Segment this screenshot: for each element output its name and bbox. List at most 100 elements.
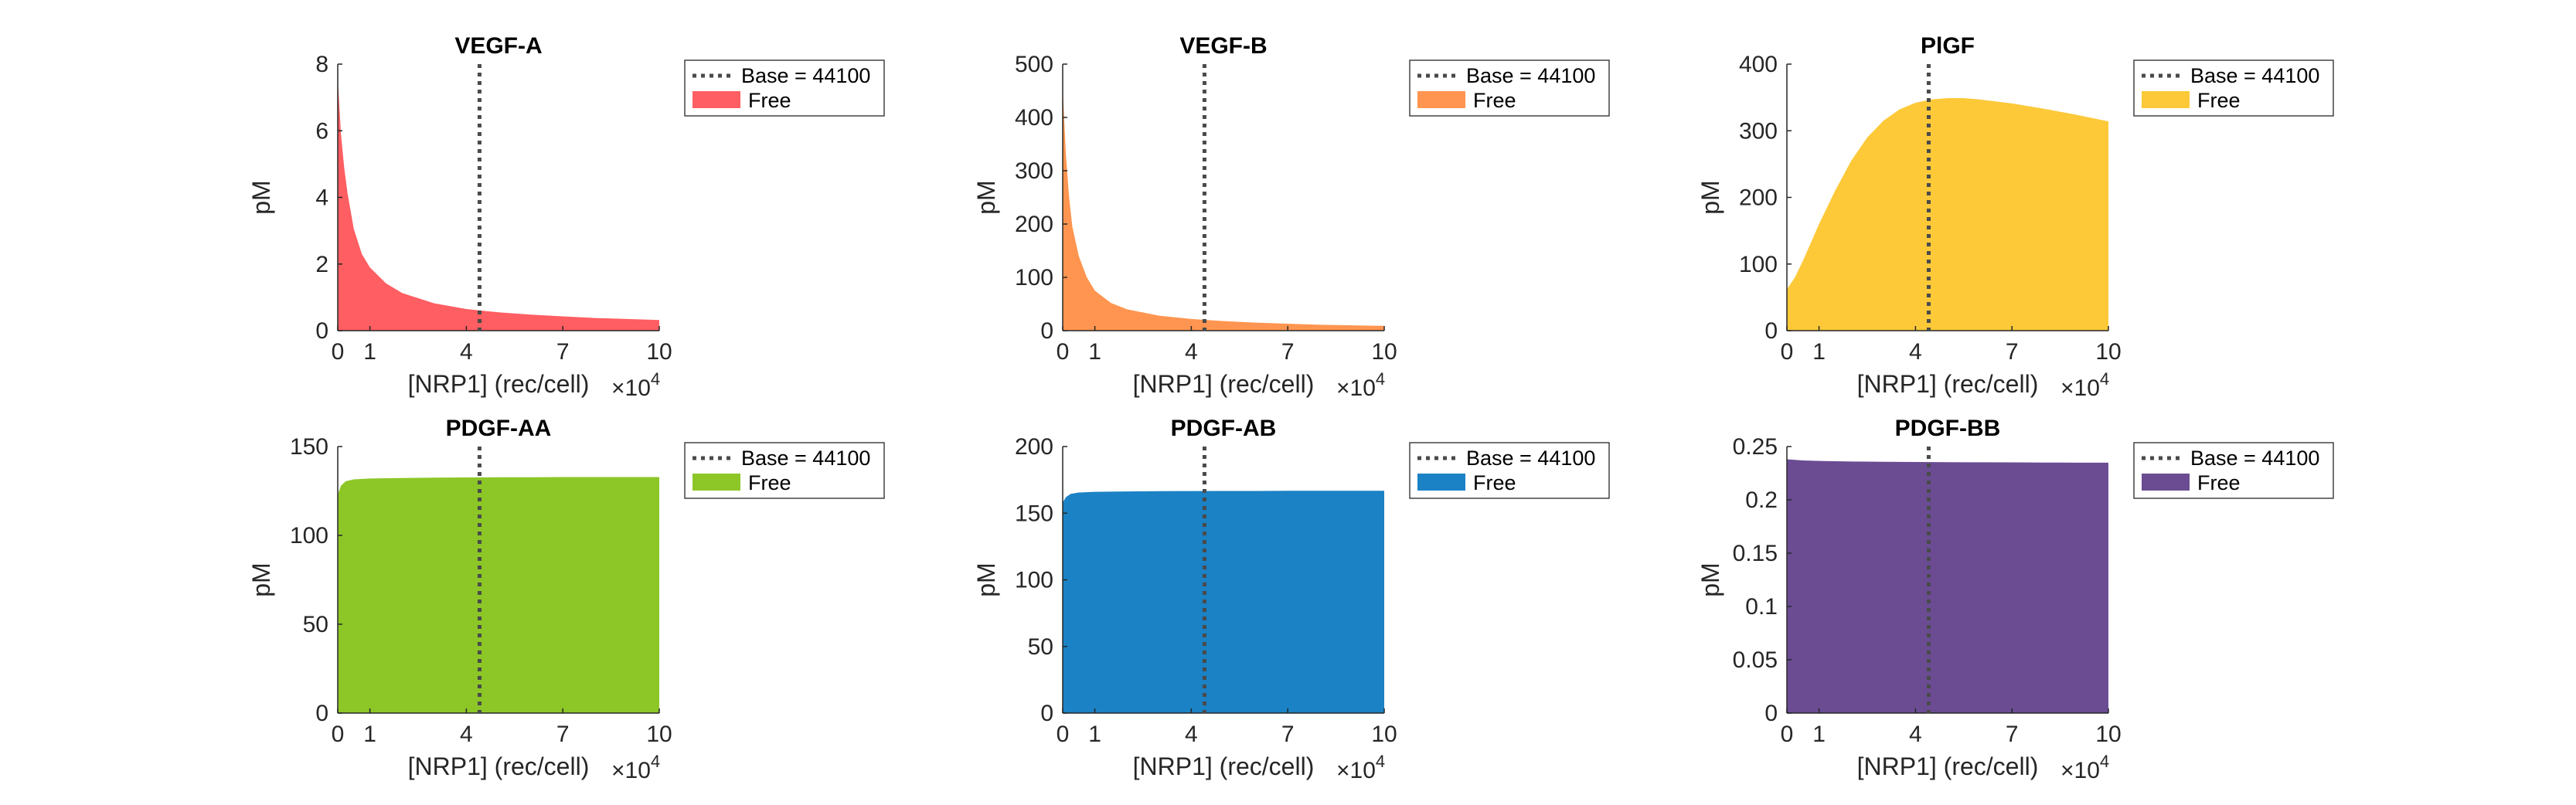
legend-free-swatch	[1417, 474, 1465, 491]
y-tick-label: 100	[1739, 252, 1778, 277]
x-tick-label: 7	[1281, 339, 1295, 365]
x-axis-exponent: ×104	[611, 369, 660, 401]
x-tick-label: 0	[332, 722, 345, 747]
y-tick-label: 0	[1040, 701, 1053, 726]
x-axis-label: [NRP1] (rec/cell)	[1133, 370, 1315, 398]
y-tick-label: 200	[1015, 212, 1053, 237]
y-tick-label: 100	[1015, 265, 1053, 290]
legend-free-swatch	[2142, 91, 2190, 108]
y-tick-label: 300	[1015, 158, 1053, 184]
y-tick-label: 0.15	[1733, 541, 1778, 566]
chart-title: PDGF-AB	[1171, 416, 1277, 441]
y-tick-label: 50	[303, 612, 328, 637]
chart-title: VEGF-B	[1179, 33, 1267, 59]
x-tick-label: 0	[1781, 339, 1794, 365]
x-tick-label: 4	[1909, 339, 1922, 365]
legend-free-label: Free	[1473, 471, 1516, 494]
x-tick-label: 7	[1281, 722, 1295, 747]
y-tick-label: 0	[315, 318, 328, 344]
y-tick-label: 50	[1028, 634, 1053, 660]
y-tick-label: 200	[1015, 434, 1053, 460]
chart-title: PDGF-AA	[446, 416, 552, 441]
y-tick-label: 0.05	[1733, 647, 1778, 673]
y-tick-label: 400	[1015, 105, 1053, 131]
x-tick-label: 1	[1088, 722, 1101, 747]
legend-free-swatch	[1417, 91, 1465, 108]
chart-title: PDGF-BB	[1895, 416, 2001, 441]
chart-title: VEGF-A	[454, 33, 542, 59]
y-tick-label: 300	[1739, 118, 1778, 144]
legend-free-label: Free	[2197, 89, 2241, 112]
x-tick-label: 1	[1812, 339, 1826, 365]
x-tick-label: 1	[1812, 722, 1826, 747]
x-tick-label: 0	[1781, 722, 1794, 747]
y-tick-label: 0	[315, 701, 328, 726]
area-free	[1787, 459, 2108, 713]
y-tick-label: 8	[315, 52, 328, 77]
chart-title: PlGF	[1921, 33, 1975, 59]
legend-free-label: Free	[748, 89, 791, 112]
x-tick-label: 7	[2006, 339, 2019, 365]
legend-baseline-label: Base = 44100	[2190, 64, 2319, 87]
x-axis-exponent-power: 4	[2100, 369, 2109, 389]
x-tick-label: 4	[460, 339, 473, 365]
y-tick-label: 100	[290, 523, 328, 549]
x-tick-label: 10	[1371, 339, 1397, 365]
x-tick-label: 7	[556, 722, 570, 747]
y-axis-label: pM	[247, 180, 275, 214]
y-axis-label: pM	[1696, 562, 1724, 596]
y-tick-label: 0	[1764, 318, 1778, 344]
y-tick-label: 400	[1739, 52, 1778, 77]
x-tick-label: 1	[363, 722, 376, 747]
legend-baseline-label: Base = 44100	[1466, 64, 1595, 87]
x-tick-label: 4	[460, 722, 473, 747]
x-tick-label: 4	[1909, 722, 1922, 747]
x-tick-label: 10	[646, 722, 672, 747]
area-free	[338, 477, 659, 713]
legend-free-swatch	[692, 474, 740, 491]
legend-baseline-label: Base = 44100	[1466, 447, 1595, 470]
y-tick-label: 0	[1764, 701, 1778, 726]
x-axis-exponent-power: 4	[1376, 752, 1385, 771]
y-tick-label: 0.25	[1733, 434, 1778, 460]
area-free	[1063, 491, 1384, 713]
x-tick-label: 10	[2095, 339, 2121, 365]
x-axis-label: [NRP1] (rec/cell)	[408, 752, 590, 780]
x-tick-label: 1	[1088, 339, 1101, 365]
x-tick-label: 0	[1057, 722, 1070, 747]
x-axis-exponent-power: 4	[1376, 369, 1385, 389]
y-tick-label: 150	[290, 434, 328, 460]
legend-free-label: Free	[2197, 471, 2241, 494]
x-axis-label: [NRP1] (rec/cell)	[1857, 370, 2039, 398]
x-axis-label: [NRP1] (rec/cell)	[1133, 752, 1315, 780]
y-tick-label: 2	[315, 252, 328, 277]
y-tick-label: 100	[1015, 568, 1053, 593]
x-axis-exponent: ×104	[611, 752, 660, 783]
x-tick-label: 7	[556, 339, 570, 365]
y-axis-label: pM	[1696, 180, 1724, 214]
x-tick-label: 10	[1371, 722, 1397, 747]
y-tick-label: 200	[1739, 185, 1778, 211]
area-free	[1787, 97, 2108, 331]
y-tick-label: 0.2	[1745, 487, 1778, 513]
y-tick-label: 4	[315, 185, 328, 211]
x-tick-label: 7	[2006, 722, 2019, 747]
x-tick-label: 10	[2095, 722, 2121, 747]
x-axis-exponent: ×104	[1336, 369, 1385, 401]
x-axis-exponent-power: 4	[2100, 752, 2109, 771]
x-tick-label: 4	[1185, 339, 1198, 365]
x-tick-label: 4	[1185, 722, 1198, 747]
legend-free-label: Free	[1473, 89, 1516, 112]
y-tick-label: 6	[315, 118, 328, 144]
y-axis-label: pM	[972, 180, 1000, 214]
y-axis-label: pM	[247, 562, 275, 596]
x-axis-exponent: ×104	[2060, 752, 2109, 783]
legend-free-swatch	[692, 91, 740, 108]
y-axis-label: pM	[972, 562, 1000, 596]
